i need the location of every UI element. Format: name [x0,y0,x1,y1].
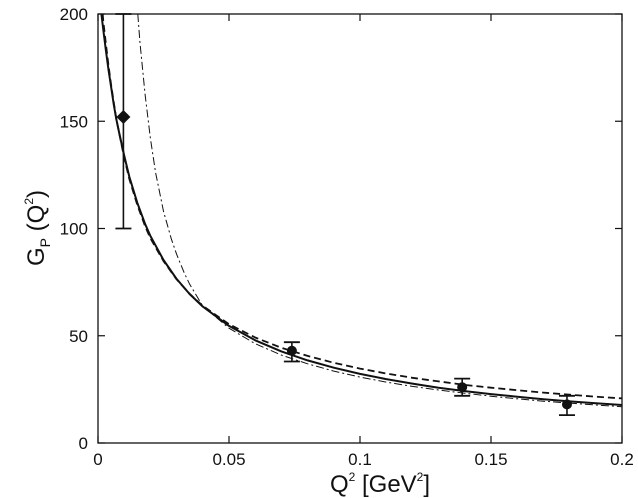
series-dashed-line [101,13,623,400]
y-axis-title-sup: 2 [22,198,36,205]
x-axis-title: Q2 [GeV2] [330,470,430,498]
x-tick-label: 0.2 [610,450,634,469]
plot-frame [97,13,623,444]
y-tick-label: 150 [60,112,88,131]
data-point-circle [457,382,468,393]
series-layer [100,13,623,408]
y-tick-label: 200 [60,5,88,24]
y-axis-title-close: ) [23,190,50,198]
y-axis-title: GP (Q2) [22,190,53,266]
y-axis-title-open: (Q [23,205,50,238]
y-tick-label: 0 [79,434,88,453]
x-axis-title-sup1: 2 [349,470,356,484]
y-tick-label: 100 [60,220,88,239]
x-tick-label: 0 [93,450,102,469]
points-layer [115,13,575,417]
y-tick-label: 50 [69,327,88,346]
x-tick-label: 0.15 [474,450,507,469]
series-solid-line [100,13,623,406]
y-axis-title-main: G [23,247,50,266]
data-point-circle [561,399,572,410]
x-tick-label: 0.1 [348,450,372,469]
x-axis-title-main: Q [330,471,349,498]
x-axis-title-close: ] [423,471,430,498]
axis-ticks: 0 0.05 0.1 0.15 0.2 0 50 100 150 200 [60,5,634,469]
y-axis-title-sub: P [37,238,53,247]
data-point-diamond [116,109,131,124]
x-axis-title-sup2: 2 [417,470,424,484]
series-dashdot-line [137,13,623,408]
x-tick-label: 0.05 [212,450,245,469]
x-axis-title-bracket: [GeV [355,471,416,498]
data-point-circle [286,345,297,356]
